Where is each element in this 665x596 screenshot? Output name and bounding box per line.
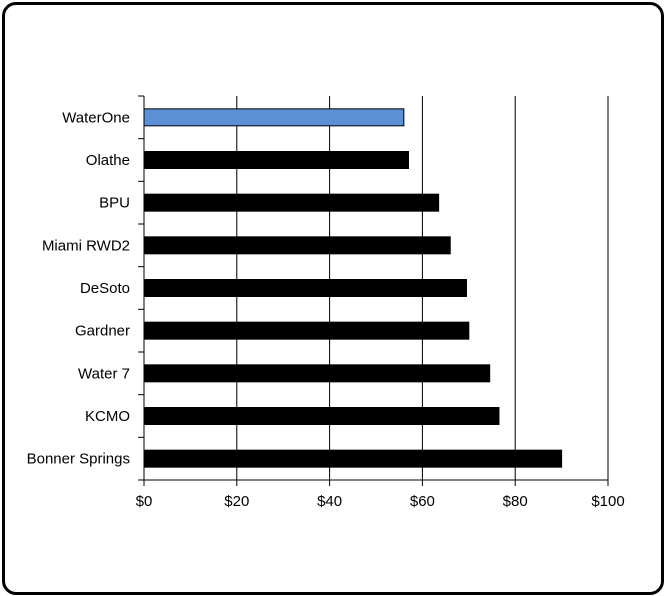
x-tick-label: $100: [591, 493, 624, 510]
x-tick-label: $0: [136, 493, 153, 510]
category-label: Gardner: [75, 323, 130, 340]
bar-olathe: [143, 151, 409, 169]
bar-waterone: [143, 108, 405, 127]
axes: [138, 95, 609, 486]
bar-bpu: [143, 193, 440, 212]
bar-bonner-springs: [143, 449, 563, 468]
category-label: DeSoto: [80, 280, 130, 297]
category-label: BPU: [99, 195, 130, 212]
labels: $0 $20 $40 $60 $80 $100 WaterOne Olathe BPU Miami…: [27, 109, 625, 510]
category-label: Water 7: [78, 365, 130, 382]
bar-miami-rwd2: [143, 236, 451, 255]
x-tick-label: $60: [410, 493, 435, 510]
category-label: Bonner Springs: [27, 451, 130, 468]
category-label: KCMO: [85, 408, 130, 425]
bars: [143, 108, 563, 468]
category-label: WaterOne: [62, 109, 130, 126]
bar-gardner: [143, 321, 470, 340]
bar-desoto: [143, 279, 467, 297]
category-label: Olathe: [86, 152, 130, 169]
category-label: Miami RWD2: [42, 237, 130, 254]
x-tick-label: $40: [317, 493, 342, 510]
bar-kcmo: [143, 407, 500, 425]
x-tick-label: $20: [224, 493, 249, 510]
x-tick-label: $80: [503, 493, 528, 510]
bar-water-7: [143, 364, 491, 383]
